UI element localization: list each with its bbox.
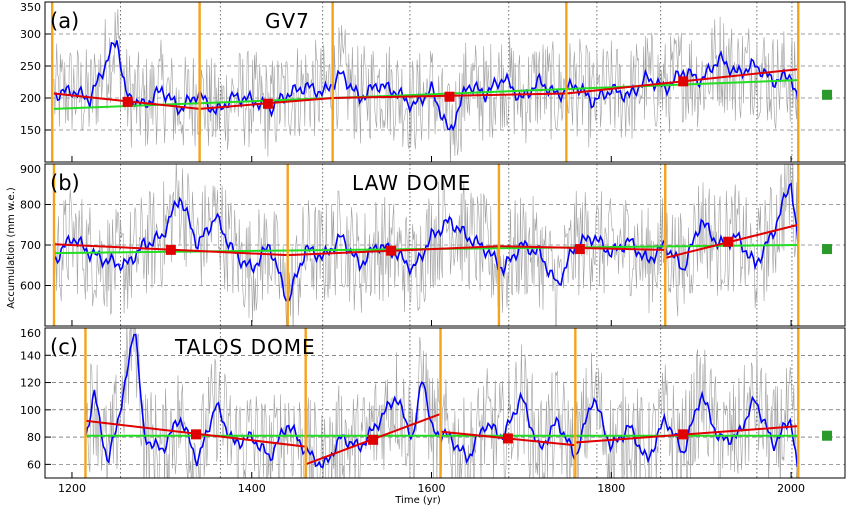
y-tick-label: 350 bbox=[20, 1, 41, 14]
segment-mean-marker bbox=[262, 98, 273, 109]
panel-title: GV7 bbox=[265, 9, 310, 33]
overall-mean-marker bbox=[822, 244, 833, 255]
y-axis-label: Accumulation (mm w.e.) bbox=[6, 187, 17, 309]
panel-a: 150 200 250 300 350 (a) GV7 bbox=[20, 1, 846, 163]
long-term-mean-line bbox=[53, 79, 799, 110]
segment-mean-marker bbox=[386, 245, 397, 256]
smoothed-series-line bbox=[53, 182, 800, 303]
overall-mean-marker bbox=[822, 430, 833, 441]
segment-mean-marker bbox=[502, 433, 513, 444]
x-tick-label: 1800 bbox=[597, 482, 625, 495]
segment-mean-marker bbox=[191, 429, 202, 440]
y-tick-label: 140 bbox=[20, 349, 41, 362]
annual-series-line bbox=[53, 9, 799, 162]
overall-mean-marker bbox=[822, 89, 833, 100]
y-tick-label: 700 bbox=[20, 239, 41, 252]
x-tick-label: 1200 bbox=[58, 482, 86, 495]
x-axis-label: Time (yr) bbox=[394, 495, 441, 506]
segment-mean-marker bbox=[678, 429, 689, 440]
x-tick-label: 2000 bbox=[777, 482, 805, 495]
segment-mean-marker bbox=[723, 236, 734, 247]
panel-frame bbox=[44, 1, 846, 163]
y-tick-label: 900 bbox=[20, 163, 41, 176]
panels: 150 200 250 300 350 (a) GV7 600 700 800 900 (b) LAW … bbox=[20, 1, 846, 495]
panel-plot-area bbox=[45, 164, 845, 326]
segment-mean-marker bbox=[574, 244, 585, 255]
x-tick-label: 1400 bbox=[238, 482, 266, 495]
y-tick-label: 120 bbox=[20, 377, 41, 390]
segment-mean-marker bbox=[165, 244, 176, 255]
x-tick-label: 1600 bbox=[418, 482, 446, 495]
y-tick-label: 100 bbox=[20, 404, 41, 417]
panel-label: (a) bbox=[50, 9, 79, 33]
y-tick-label: 600 bbox=[20, 280, 41, 293]
y-tick-label: 300 bbox=[20, 28, 41, 41]
y-tick-label: 800 bbox=[20, 199, 41, 212]
segment-mean-marker bbox=[122, 96, 133, 107]
panel-label: (c) bbox=[50, 335, 78, 359]
panel-title: LAW DOME bbox=[352, 171, 471, 195]
panel-frame bbox=[44, 327, 846, 479]
segment-mean-marker bbox=[444, 91, 455, 102]
panel-c: 60 80 100 120 140 160 (c) TALOS DOME bbox=[20, 327, 846, 479]
y-tick-label: 160 bbox=[20, 327, 41, 340]
y-tick-label: 200 bbox=[20, 92, 41, 105]
y-tick-label: 150 bbox=[20, 124, 41, 137]
y-tick-label: 80 bbox=[27, 431, 41, 444]
panel-label: (b) bbox=[50, 171, 80, 195]
segment-mean-marker bbox=[368, 434, 379, 445]
segment-mean-marker bbox=[678, 76, 689, 87]
panel-b: 600 700 800 900 (b) LAW DOME bbox=[20, 163, 846, 327]
panel-plot-area bbox=[45, 2, 845, 162]
panel-plot-area bbox=[45, 328, 845, 478]
y-tick-label: 250 bbox=[20, 60, 41, 73]
y-tick-label: 60 bbox=[27, 458, 41, 471]
panel-title: TALOS DOME bbox=[174, 335, 316, 359]
annual-series-line bbox=[85, 328, 799, 478]
